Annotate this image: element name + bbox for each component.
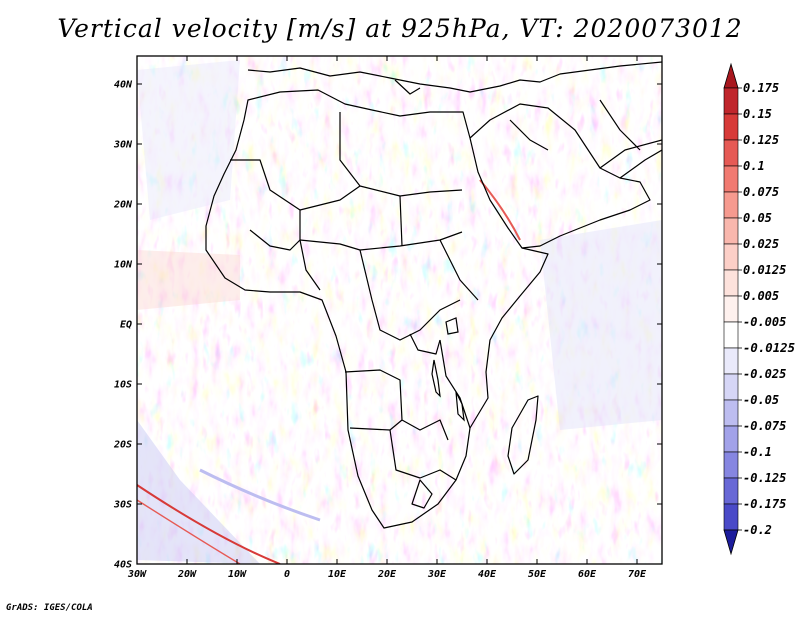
coastlines-and-borders <box>205 61 662 529</box>
lon-tick-label: 30W <box>127 569 147 580</box>
colorbar-label: 0.1 <box>743 159 765 173</box>
colorbar-label: 0.0125 <box>743 263 786 277</box>
lat-tick-label: 40N <box>114 80 133 91</box>
colorbar-swatch <box>723 243 739 271</box>
lon-tick-label: 10W <box>228 569 247 580</box>
colorbar-swatch <box>723 217 739 245</box>
colorbar-swatch <box>723 347 739 375</box>
colorbar-label: -0.005 <box>743 315 786 329</box>
colorbar-label: -0.175 <box>743 497 786 511</box>
colorbar-swatch <box>723 269 739 297</box>
longitude-axis: 30W 20W 10W 0 10E 20E 30E 40E 50E 60E 70E <box>127 56 647 580</box>
colorbar-label: -0.025 <box>743 367 786 381</box>
colorbar-swatch <box>723 191 739 219</box>
colorbar-swatch <box>723 295 739 323</box>
colorbar-label: -0.0125 <box>743 341 795 355</box>
colorbar-label: -0.1 <box>743 445 772 459</box>
lon-tick-label: 70E <box>628 569 647 580</box>
colorbar-swatch <box>723 399 739 427</box>
colorbar: 0.175 0.15 0.125 0.1 0.075 0.05 0.025 0.0125 0.0… <box>723 62 795 556</box>
plot-area <box>137 56 662 564</box>
lakes <box>431 317 465 422</box>
lat-tick-label: 30N <box>113 140 133 151</box>
colorbar-top-arrow <box>723 62 739 89</box>
lon-tick-label: 60E <box>578 569 597 580</box>
lon-tick-label: 40E <box>478 569 497 580</box>
lat-tick-label: 40S <box>114 560 132 571</box>
colorbar-label: -0.125 <box>743 471 786 485</box>
colorbar-label: 0.075 <box>743 185 779 199</box>
lat-tick-label: EQ <box>120 320 132 331</box>
lon-tick-label: 10E <box>328 569 347 580</box>
colorbar-label: 0.15 <box>743 107 772 121</box>
lat-tick-label: 10N <box>114 260 133 271</box>
colorbar-swatch <box>723 451 739 479</box>
lon-tick-label: 20W <box>177 569 197 580</box>
lon-tick-label: 20E <box>377 569 397 580</box>
lon-tick-label: 30E <box>427 569 447 580</box>
colorbar-swatch <box>723 165 739 193</box>
lat-tick-label: 10S <box>114 380 132 391</box>
chart-title: Vertical velocity [m/s] at 925hPa, VT: 2… <box>57 14 743 43</box>
plot-frame <box>136 55 663 565</box>
colorbar-swatch <box>723 477 739 505</box>
lat-tick-label: 30S <box>113 500 132 511</box>
latitude-axis: 40N 30N 20N 10N EQ 10S 20S 30S 40S <box>113 80 662 571</box>
colorbar-swatch <box>723 113 739 141</box>
colorbar-label: -0.05 <box>743 393 779 407</box>
lat-tick-label: 20S <box>113 440 132 451</box>
colorbar-swatch <box>723 373 739 401</box>
credit-text: GrADS: IGES/COLA <box>6 603 93 613</box>
lon-tick-label: 50E <box>528 569 547 580</box>
colorbar-label: -0.075 <box>743 419 786 433</box>
lat-tick-label: 20N <box>113 200 133 211</box>
colorbar-swatch <box>723 87 739 115</box>
colorbar-swatch <box>723 425 739 453</box>
colorbar-label: 0.005 <box>743 289 779 303</box>
colorbar-label: 0.025 <box>743 237 779 251</box>
colorbar-swatch <box>723 321 739 349</box>
colorbar-label: 0.05 <box>743 211 772 225</box>
colorbar-label: 0.125 <box>743 133 779 147</box>
colorbar-label: -0.2 <box>743 523 772 537</box>
lon-tick-label: 0 <box>284 569 290 580</box>
colorbar-bottom-arrow <box>723 529 739 556</box>
colorbar-label: 0.175 <box>743 81 779 95</box>
colorbar-swatch <box>723 139 739 167</box>
colorbar-swatch <box>723 503 739 531</box>
